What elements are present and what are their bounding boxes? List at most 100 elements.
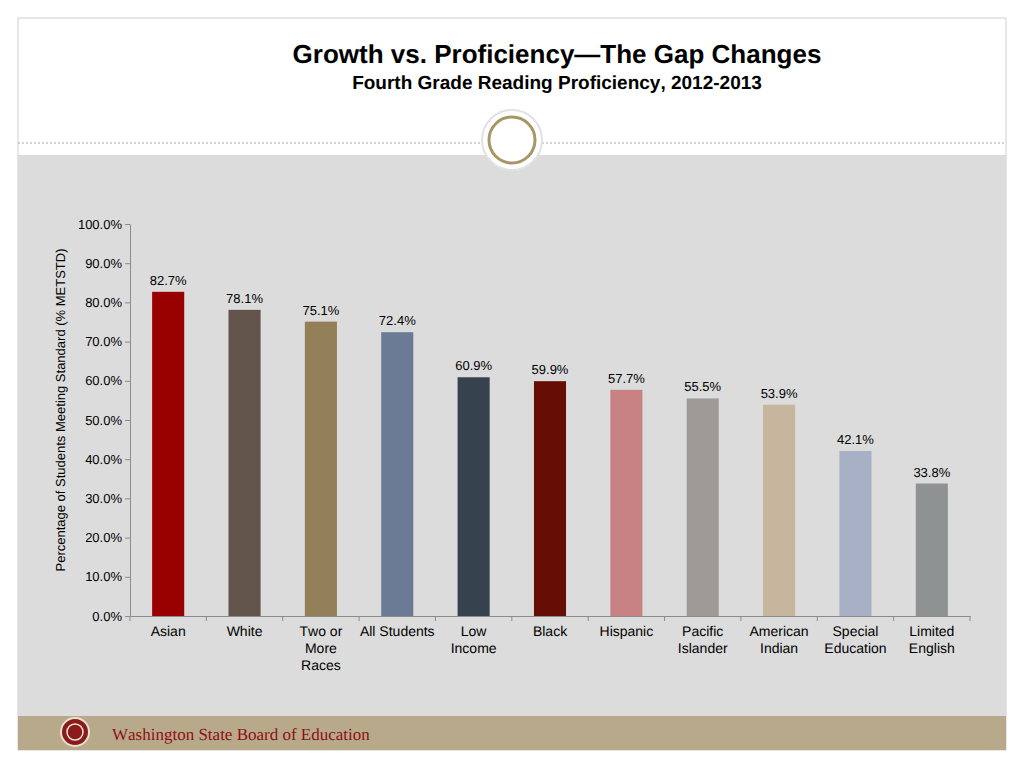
x-tick: White [227,616,263,639]
category-separator [206,616,207,621]
chart-title: Growth vs. Proficiency—The Gap Changes [293,39,822,69]
x-axis: Asian White Two orMoreRaces All Students Low… [131,616,971,673]
y-tick-mark [125,616,130,617]
x-tick-label-line: Races [301,657,341,673]
y-tick-label: 0.0% [92,609,122,624]
y-tick: 70.0% [85,334,130,349]
x-tick-label: White [227,623,263,639]
y-tick: 60.0% [85,373,130,388]
y-tick: 40.0% [85,452,130,467]
category-separator [282,616,283,621]
y-tick-label: 50.0% [85,413,122,428]
y-tick: 100.0% [78,217,130,232]
x-tick-label: LimitedEnglish [909,623,955,656]
x-tick: Asian [151,616,186,639]
x-tick-label-line: Special [832,623,878,639]
bar [534,381,566,616]
x-tick-label-line: Two or [300,623,343,639]
bar [381,332,413,616]
x-tick-label-line: Low [461,623,488,639]
bar [916,484,948,616]
x-tick: AmericanIndian [750,616,809,656]
y-tick-mark [125,420,130,421]
x-tick-label-line: Asian [151,623,186,639]
x-tick-label-line: Hispanic [600,623,654,639]
y-tick: 20.0% [85,530,130,545]
bar [763,405,795,616]
x-tick-label: Asian [151,623,186,639]
y-tick-mark [125,263,130,264]
x-tick-label: PacificIslander [678,623,728,656]
y-tick-label: 30.0% [85,491,122,506]
x-tick-label-line: Indian [760,640,798,656]
y-tick-mark [125,577,130,578]
x-tick: All Students [360,616,435,639]
bar [839,451,871,616]
x-tick-label: Two orMoreRaces [300,623,343,673]
category-separator [817,616,818,621]
data-label: 53.9% [761,386,798,401]
y-tick-label: 80.0% [85,295,122,310]
data-label: 60.9% [455,358,492,373]
x-tick: Black [533,616,568,639]
page-background [0,0,1024,768]
y-tick-label: 100.0% [78,217,123,232]
y-tick: 90.0% [85,256,130,271]
chart-container: Growth vs. Proficiency—The Gap ChangesFo… [0,0,1024,768]
footer-bar [18,716,1006,750]
x-axis-line [131,616,971,617]
x-tick-label-line: Pacific [682,623,723,639]
bar [687,398,719,616]
category-separator [893,616,894,621]
y-tick: 80.0% [85,295,130,310]
header-ornament-ring [489,117,535,163]
bar [458,377,490,616]
x-tick: LowIncome [451,616,497,656]
category-separator [664,616,665,621]
x-tick: Hispanic [600,616,654,639]
y-tick-label: 70.0% [85,334,122,349]
x-tick: LimitedEnglish [909,616,955,656]
category-separator [740,616,741,621]
x-tick-label: LowIncome [451,623,497,656]
x-tick-label-line: Education [824,640,886,656]
y-tick-mark [125,538,130,539]
category-separators [130,616,970,621]
y-tick-mark [125,302,130,303]
x-tick-label-line: White [227,623,263,639]
data-label: 82.7% [150,273,187,288]
x-tick-label-line: Limited [909,623,954,639]
y-tick-mark [125,459,130,460]
x-tick-label-line: American [750,623,809,639]
y-tick: 50.0% [85,413,130,428]
x-tick-label-line: Islander [678,640,728,656]
category-separator [359,616,360,621]
y-tick-label: 60.0% [85,373,122,388]
y-tick: 0.0% [92,609,130,624]
header-ornament [482,110,542,170]
y-tick-label: 40.0% [85,452,122,467]
y-tick-label: 10.0% [85,569,122,584]
x-tick: PacificIslander [678,616,728,656]
content-panel [18,155,1006,716]
x-tick-label: Hispanic [600,623,654,639]
category-separator [970,616,971,621]
x-tick-label-line: Income [451,640,497,656]
x-tick-label-line: More [305,640,337,656]
x-tick-label: AmericanIndian [750,623,809,656]
y-axis-line [130,225,131,617]
data-label: 75.1% [302,303,339,318]
category-separator [435,616,436,621]
category-separator [511,616,512,621]
header-divider [542,143,1006,144]
y-tick-mark [125,342,130,343]
data-label: 42.1% [837,432,874,447]
x-tick-label: SpecialEducation [824,623,886,656]
x-tick-label-line: English [909,640,955,656]
bar [610,390,642,616]
bars [152,292,948,616]
x-tick-label: All Students [360,623,435,639]
data-label: 55.5% [684,379,721,394]
category-separator [588,616,589,621]
y-axis-title: Percentage of Students Meeting Standard … [53,249,68,572]
